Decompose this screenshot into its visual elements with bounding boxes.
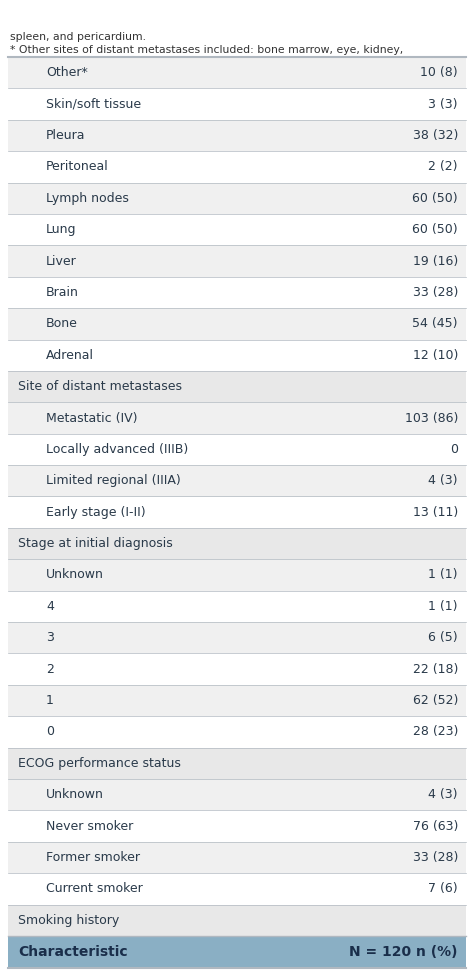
Text: 2: 2 xyxy=(46,663,54,675)
Bar xyxy=(8,591,466,622)
Text: 28 (23): 28 (23) xyxy=(413,726,458,739)
Text: 1: 1 xyxy=(46,694,54,707)
Bar xyxy=(8,873,466,905)
Bar xyxy=(8,465,466,496)
Text: 54 (45): 54 (45) xyxy=(412,317,458,331)
Text: 6 (5): 6 (5) xyxy=(428,631,458,644)
Text: 10 (8): 10 (8) xyxy=(420,66,458,79)
Text: 7 (6): 7 (6) xyxy=(428,883,458,895)
Text: N = 120 n (%): N = 120 n (%) xyxy=(349,945,458,959)
Text: Other*: Other* xyxy=(46,66,88,79)
Bar xyxy=(8,183,466,214)
Bar xyxy=(8,747,466,779)
Text: 0: 0 xyxy=(46,726,54,739)
Bar xyxy=(8,528,466,559)
Text: 19 (16): 19 (16) xyxy=(413,255,458,268)
Text: 60 (50): 60 (50) xyxy=(412,223,458,236)
Bar xyxy=(8,214,466,245)
Bar xyxy=(8,716,466,747)
Text: Liver: Liver xyxy=(46,255,77,268)
Text: 76 (63): 76 (63) xyxy=(413,819,458,833)
Bar xyxy=(8,779,466,811)
Bar xyxy=(8,434,466,465)
Text: Lymph nodes: Lymph nodes xyxy=(46,192,129,204)
Text: 60 (50): 60 (50) xyxy=(412,192,458,204)
Text: 4: 4 xyxy=(46,600,54,613)
Text: Unknown: Unknown xyxy=(46,788,104,801)
Text: 4 (3): 4 (3) xyxy=(428,788,458,801)
Bar xyxy=(8,120,466,151)
Text: 103 (86): 103 (86) xyxy=(405,412,458,424)
Text: Pleura: Pleura xyxy=(46,129,85,142)
Text: Site of distant metastases: Site of distant metastases xyxy=(18,380,182,393)
Text: 1 (1): 1 (1) xyxy=(428,568,458,582)
Bar xyxy=(8,496,466,528)
Text: Never smoker: Never smoker xyxy=(46,819,133,833)
Text: Locally advanced (IIIB): Locally advanced (IIIB) xyxy=(46,443,188,456)
Bar xyxy=(8,371,466,402)
Text: * Other sites of distant metastases included: bone marrow, eye, kidney,: * Other sites of distant metastases incl… xyxy=(10,45,403,55)
Bar xyxy=(8,905,466,936)
Text: Brain: Brain xyxy=(46,286,79,299)
Text: Lung: Lung xyxy=(46,223,76,236)
Bar xyxy=(8,685,466,716)
Bar xyxy=(8,57,466,89)
Text: Bone: Bone xyxy=(46,317,78,331)
Bar xyxy=(8,622,466,654)
Text: Current smoker: Current smoker xyxy=(46,883,143,895)
Text: 62 (52): 62 (52) xyxy=(413,694,458,707)
Text: 38 (32): 38 (32) xyxy=(413,129,458,142)
Text: ECOG performance status: ECOG performance status xyxy=(18,757,181,770)
Text: Adrenal: Adrenal xyxy=(46,348,94,362)
Text: spleen, and pericardium.: spleen, and pericardium. xyxy=(10,32,146,42)
Bar xyxy=(8,936,466,968)
Text: 12 (10): 12 (10) xyxy=(413,348,458,362)
Text: 3 (3): 3 (3) xyxy=(428,97,458,111)
Bar xyxy=(8,89,466,120)
Bar xyxy=(8,245,466,276)
Text: 33 (28): 33 (28) xyxy=(413,286,458,299)
Text: 0: 0 xyxy=(450,443,458,456)
Bar xyxy=(8,151,466,183)
Text: Unknown: Unknown xyxy=(46,568,104,582)
Text: 2 (2): 2 (2) xyxy=(428,161,458,173)
Bar xyxy=(8,654,466,685)
Text: 13 (11): 13 (11) xyxy=(413,506,458,519)
Bar xyxy=(8,811,466,842)
Text: 3: 3 xyxy=(46,631,54,644)
Text: 1 (1): 1 (1) xyxy=(428,600,458,613)
Text: Peritoneal: Peritoneal xyxy=(46,161,109,173)
Text: Early stage (I-II): Early stage (I-II) xyxy=(46,506,146,519)
Bar xyxy=(8,308,466,340)
Bar xyxy=(8,842,466,873)
Text: 22 (18): 22 (18) xyxy=(413,663,458,675)
Text: Stage at initial diagnosis: Stage at initial diagnosis xyxy=(18,537,173,550)
Bar xyxy=(8,276,466,308)
Text: 4 (3): 4 (3) xyxy=(428,474,458,487)
Text: Former smoker: Former smoker xyxy=(46,851,140,864)
Bar xyxy=(8,340,466,371)
Text: Smoking history: Smoking history xyxy=(18,914,119,927)
Text: Metastatic (IV): Metastatic (IV) xyxy=(46,412,137,424)
Bar xyxy=(8,559,466,591)
Text: Skin/soft tissue: Skin/soft tissue xyxy=(46,97,141,111)
Text: Limited regional (IIIA): Limited regional (IIIA) xyxy=(46,474,181,487)
Text: Characteristic: Characteristic xyxy=(18,945,128,959)
Text: 33 (28): 33 (28) xyxy=(413,851,458,864)
Bar xyxy=(8,402,466,434)
